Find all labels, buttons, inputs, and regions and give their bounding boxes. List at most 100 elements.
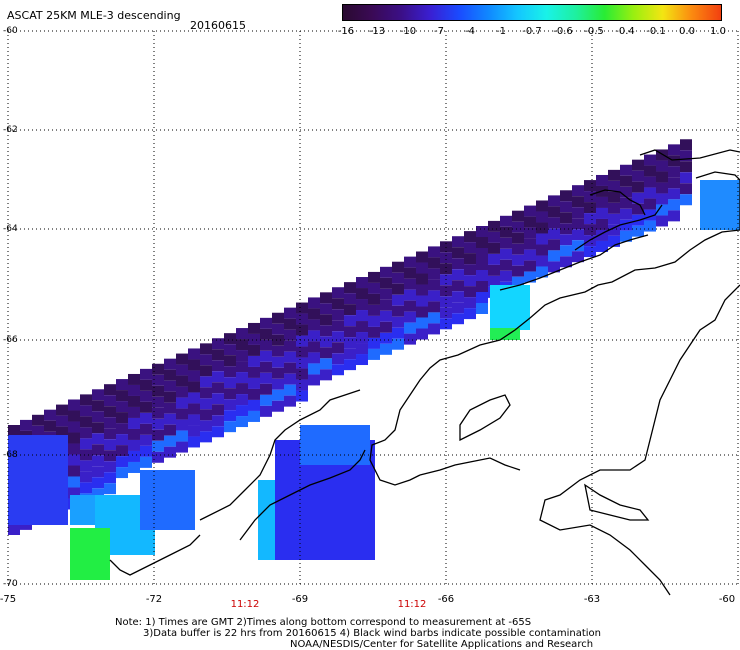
swath-cell bbox=[404, 333, 416, 345]
swath-cell bbox=[440, 263, 452, 275]
swath-cell bbox=[116, 423, 128, 435]
swath-cell bbox=[404, 278, 416, 290]
swath-cell bbox=[668, 177, 680, 189]
swath-cell bbox=[92, 466, 104, 478]
swath-cell bbox=[188, 436, 200, 448]
swath-cell bbox=[320, 336, 332, 348]
swath-cell bbox=[452, 236, 464, 248]
swath-cell bbox=[68, 421, 80, 433]
swath-cell bbox=[140, 412, 152, 424]
swath-cell bbox=[596, 229, 608, 241]
swath-cell bbox=[548, 228, 560, 240]
swath-cell bbox=[608, 235, 620, 247]
swath-cell bbox=[332, 331, 344, 343]
swath-cell bbox=[416, 262, 428, 274]
swath-cell bbox=[284, 351, 296, 363]
swath-cell bbox=[512, 221, 524, 233]
swath-cell bbox=[644, 176, 656, 188]
longitude-label: -66 bbox=[437, 594, 455, 605]
swath-cell bbox=[308, 297, 320, 309]
swath-cell bbox=[548, 195, 560, 207]
swath-cell bbox=[248, 322, 260, 334]
swath-cell bbox=[608, 213, 620, 225]
swath-cell bbox=[164, 424, 176, 436]
swath-cell bbox=[68, 454, 80, 466]
swath-cell bbox=[608, 202, 620, 214]
swath-cell bbox=[80, 394, 92, 406]
swath-cell bbox=[380, 321, 392, 333]
swath-cell bbox=[236, 405, 248, 417]
swath-cell bbox=[332, 287, 344, 299]
latitude-label: -68 bbox=[3, 450, 18, 460]
swath-cell bbox=[296, 390, 308, 402]
swath-cell bbox=[80, 416, 92, 428]
swath-cell bbox=[188, 370, 200, 382]
swath-cell bbox=[464, 286, 476, 298]
swath-cell bbox=[416, 284, 428, 296]
swath-cell bbox=[236, 350, 248, 362]
swath-cell bbox=[488, 264, 500, 276]
swath-cell bbox=[8, 425, 20, 436]
swath-cell bbox=[296, 346, 308, 358]
swath-cell bbox=[404, 322, 416, 334]
swath-cell bbox=[476, 280, 488, 292]
swath-cell bbox=[368, 326, 380, 338]
longitude-label: -60 bbox=[718, 594, 736, 605]
swath-cell bbox=[68, 465, 80, 477]
swath-cell bbox=[92, 389, 104, 401]
swath-cell bbox=[212, 404, 224, 416]
swath-cell bbox=[68, 476, 80, 488]
swath-cell bbox=[440, 241, 452, 253]
swath-cell bbox=[524, 271, 536, 283]
swath-cell bbox=[104, 472, 116, 484]
swath-cell bbox=[248, 399, 260, 411]
swath-cell bbox=[284, 329, 296, 341]
swath-cell bbox=[56, 415, 68, 427]
swath-cell bbox=[500, 215, 512, 227]
color-scale-tick: -7 bbox=[434, 26, 444, 37]
swath-cell bbox=[416, 317, 428, 329]
swath-cell bbox=[356, 310, 368, 322]
swath-cell bbox=[128, 417, 140, 429]
swath-cell bbox=[668, 199, 680, 211]
swath-cell bbox=[140, 390, 152, 402]
swath-cell bbox=[224, 399, 236, 411]
swath-cell bbox=[524, 260, 536, 272]
swath-cell bbox=[68, 443, 80, 455]
swath-cell bbox=[80, 427, 92, 439]
color-scale-bar bbox=[342, 4, 722, 21]
swath-cell bbox=[476, 291, 488, 303]
swath-cell bbox=[260, 317, 272, 329]
swath-cell bbox=[272, 378, 284, 390]
swath-cell bbox=[464, 242, 476, 254]
swath-cell bbox=[512, 232, 524, 244]
swath-cell bbox=[104, 395, 116, 407]
longitude-label: -69 bbox=[291, 594, 309, 605]
swath-cell bbox=[320, 369, 332, 381]
swath-cell bbox=[164, 402, 176, 414]
swath-cell bbox=[200, 409, 212, 421]
swath-cell bbox=[344, 348, 356, 360]
latitude-label: -66 bbox=[3, 335, 18, 345]
swath-cell bbox=[656, 160, 668, 172]
swath-cell bbox=[488, 253, 500, 265]
swath-cell bbox=[488, 275, 500, 287]
swath-cell bbox=[656, 182, 668, 194]
swath-cell bbox=[524, 249, 536, 261]
swath-cell bbox=[116, 456, 128, 468]
swath-cell bbox=[224, 355, 236, 367]
swath-cell bbox=[608, 169, 620, 181]
swath-cell bbox=[308, 308, 320, 320]
swath-cell bbox=[560, 201, 572, 213]
swath-cell bbox=[392, 283, 404, 295]
swath-cell bbox=[548, 250, 560, 262]
swath-cell bbox=[584, 191, 596, 203]
swath-cell bbox=[380, 266, 392, 278]
swath-cell bbox=[356, 288, 368, 300]
swath-cell bbox=[68, 410, 80, 422]
swath-cell bbox=[596, 174, 608, 186]
swath-cell bbox=[464, 231, 476, 243]
swath-cell bbox=[368, 348, 380, 360]
swath-cell bbox=[500, 237, 512, 249]
swath-cell bbox=[224, 421, 236, 433]
